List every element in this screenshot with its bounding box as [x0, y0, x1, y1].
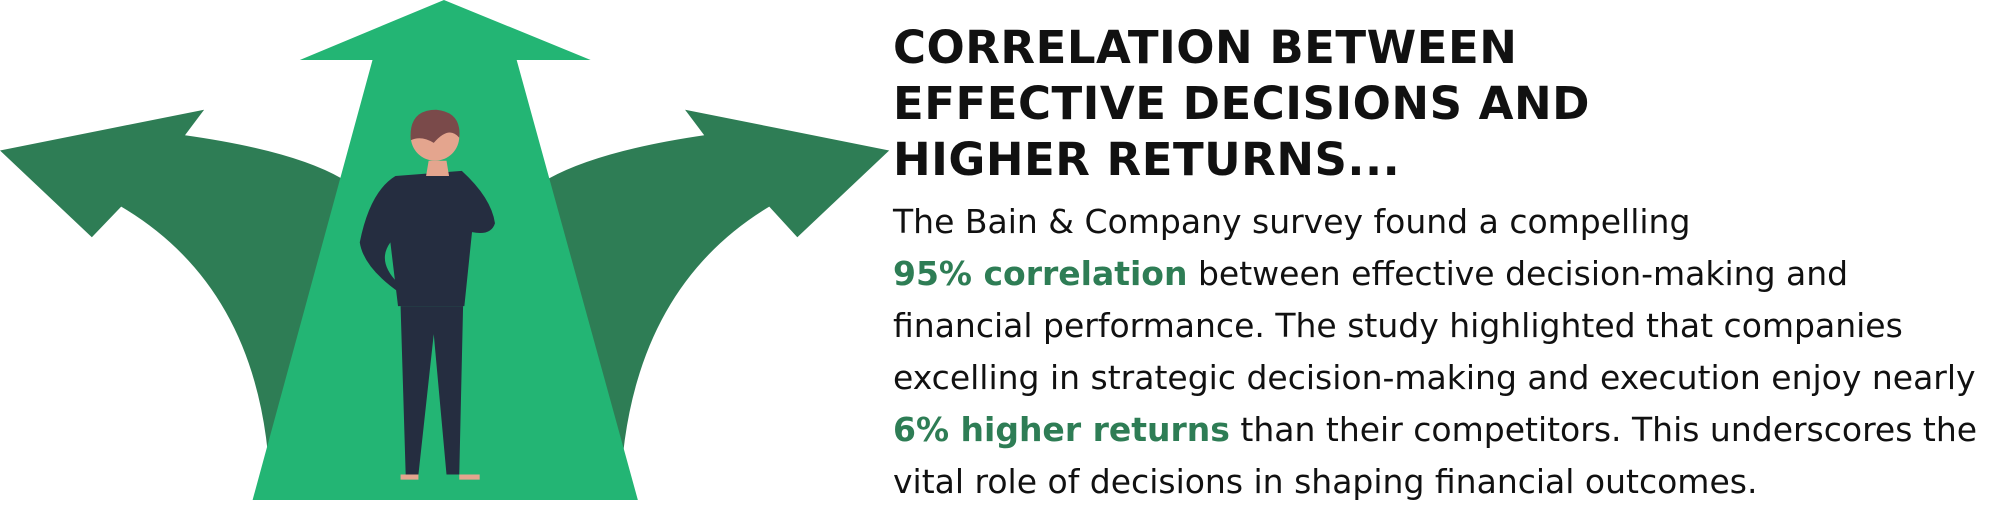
- body-line: vital role of decisions in shaping finan…: [893, 456, 1983, 508]
- title: CORRELATION BETWEEN EFFECTIVE DECISIONS …: [893, 21, 1591, 186]
- right-arrow: [548, 109, 890, 500]
- body-text: vital role of decisions in shaping finan…: [893, 462, 1758, 501]
- body-text: than their competitors. This underscores…: [1240, 410, 1978, 449]
- body-line: 95% correlation between effective decisi…: [893, 248, 1983, 300]
- left-arrow: [0, 109, 342, 500]
- body-text: between effective decision-making and: [1197, 254, 1849, 293]
- illustration: [0, 0, 890, 500]
- highlight: 6% higher returns: [893, 410, 1230, 449]
- text-block: CORRELATION BETWEEN EFFECTIVE DECISIONS …: [893, 20, 1983, 508]
- highlight: 95% correlation: [893, 254, 1188, 293]
- body-line: financial performance. The study highlig…: [893, 300, 1983, 352]
- person: [359, 109, 495, 480]
- body-text: financial performance. The study highlig…: [893, 306, 1903, 345]
- body-line: excelling in strategic decision-making a…: [893, 352, 1983, 404]
- body-text: excelling in strategic decision-making a…: [893, 358, 1976, 397]
- body-line: The Bain & Company survey found a compel…: [893, 196, 1983, 248]
- body-text: The Bain & Company survey found a compel…: [893, 202, 1691, 241]
- body-line: 6% higher returns than their competitors…: [893, 404, 1983, 456]
